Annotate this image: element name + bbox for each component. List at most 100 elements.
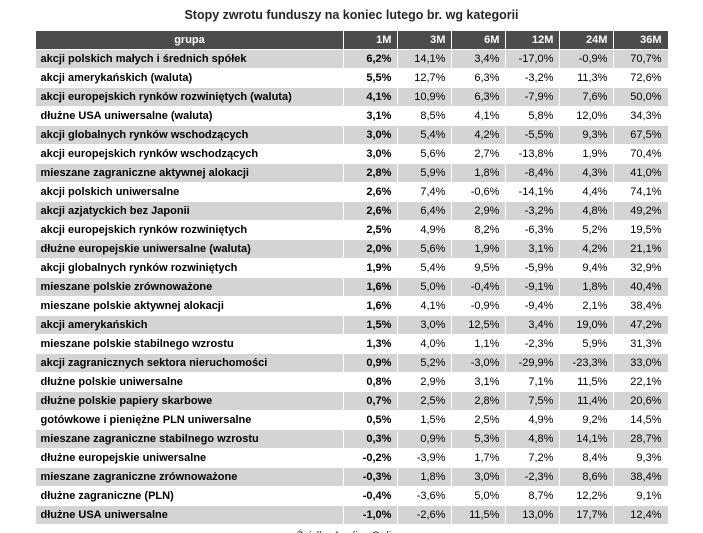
- return-value: 8,7%: [505, 486, 561, 506]
- return-value: 8,6%: [559, 467, 615, 487]
- return-value: 7,4%: [397, 182, 453, 202]
- category-name: dłużne europejskie uniwersalne (waluta): [34, 239, 345, 259]
- return-value: 9,2%: [559, 410, 615, 430]
- return-value: 3,1%: [451, 372, 507, 392]
- return-value: 9,1%: [613, 486, 669, 506]
- table-row: akcji polskich uniwersalne 2,6% 7,4% -0,6% -…: [34, 182, 669, 202]
- return-value: 2,0%: [343, 239, 399, 259]
- return-value: -23,3%: [559, 353, 615, 373]
- return-value: 2,5%: [397, 391, 453, 411]
- return-value: 6,3%: [451, 68, 507, 88]
- return-value: -0,2%: [343, 448, 399, 468]
- return-value: 49,2%: [613, 201, 669, 221]
- return-value: 1,9%: [559, 144, 615, 164]
- column-header-24m: 24M: [559, 30, 615, 50]
- category-name: akcji globalnych rynków rozwiniętych: [34, 258, 345, 278]
- table-row: dłużne europejskie uniwersalne -0,2% -3,9%…: [34, 448, 669, 468]
- table-row: akcji amerykańskich (waluta) 5,5% 12,7% 6,3…: [34, 68, 669, 88]
- return-value: 50,0%: [613, 87, 669, 107]
- return-value: 12,5%: [451, 315, 507, 335]
- return-value: -0,9%: [559, 49, 615, 69]
- return-value: -0,4%: [343, 486, 399, 506]
- return-value: 5,9%: [559, 334, 615, 354]
- return-value: -0,3%: [343, 467, 399, 487]
- column-header-3m: 3M: [397, 30, 453, 50]
- return-value: 2,7%: [451, 144, 507, 164]
- table-row: akcji zagranicznych sektora nieruchomośc…: [34, 353, 669, 373]
- return-value: 14,1%: [397, 49, 453, 69]
- return-value: 32,9%: [613, 258, 669, 278]
- return-value: 3,0%: [451, 467, 507, 487]
- table-row: akcji azjatyckich bez Japonii 2,6% 6,4% 2,9…: [34, 201, 669, 221]
- return-value: 17,7%: [559, 505, 615, 525]
- return-value: 1,6%: [343, 277, 399, 297]
- return-value: 2,5%: [343, 220, 399, 240]
- return-value: 1,1%: [451, 334, 507, 354]
- return-value: 0,3%: [343, 429, 399, 449]
- category-name: dłużne zagraniczne (PLN): [34, 486, 345, 506]
- table-row: mieszane zagraniczne aktywnej alokacji 2,…: [34, 163, 669, 183]
- column-header-1m: 1M: [343, 30, 399, 50]
- table-header-row: grupa 1M 3M 6M 12M 24M 36M: [34, 30, 669, 50]
- return-value: -1,0%: [343, 505, 399, 525]
- column-header-12m: 12M: [505, 30, 561, 50]
- return-value: 40,4%: [613, 277, 669, 297]
- return-value: 47,2%: [613, 315, 669, 335]
- table-row: dłużne USA uniwersalne (waluta) 3,1% 8,5% 4…: [34, 106, 669, 126]
- category-name: mieszane zagraniczne stabilnego wzrostu: [34, 429, 345, 449]
- table-row: mieszane zagraniczne stabilnego wzrostu 0…: [34, 429, 669, 449]
- table-row: akcji globalnych rynków wschodzących 3,0%…: [34, 125, 669, 145]
- return-value: 13,0%: [505, 505, 561, 525]
- return-value: -6,3%: [505, 220, 561, 240]
- return-value: 38,4%: [613, 296, 669, 316]
- return-value: 12,7%: [397, 68, 453, 88]
- return-value: 7,2%: [505, 448, 561, 468]
- table-row: mieszane polskie aktywnej alokacji 1,6% 4,…: [34, 296, 669, 316]
- return-value: 9,5%: [451, 258, 507, 278]
- table-row: dłużne polskie papiery skarbowe 0,7% 2,5% 2…: [34, 391, 669, 411]
- return-value: 8,4%: [559, 448, 615, 468]
- column-header-36m: 36M: [613, 30, 669, 50]
- return-value: 1,6%: [343, 296, 399, 316]
- category-name: dłużne USA uniwersalne (waluta): [34, 106, 345, 126]
- return-value: 74,1%: [613, 182, 669, 202]
- return-value: 3,1%: [343, 106, 399, 126]
- return-value: 4,8%: [559, 201, 615, 221]
- return-value: 4,1%: [451, 106, 507, 126]
- return-value: 4,1%: [343, 87, 399, 107]
- return-value: 1,5%: [343, 315, 399, 335]
- return-value: 14,1%: [559, 429, 615, 449]
- return-value: 72,6%: [613, 68, 669, 88]
- return-value: 11,3%: [559, 68, 615, 88]
- category-name: mieszane zagraniczne zrównoważone: [34, 467, 345, 487]
- table-row: mieszane zagraniczne zrównoważone -0,3% 1,…: [34, 467, 669, 487]
- return-value: 0,9%: [343, 353, 399, 373]
- return-value: 4,9%: [397, 220, 453, 240]
- table-row: akcji europejskich rynków rozwiniętych (…: [34, 87, 669, 107]
- return-value: 11,5%: [451, 505, 507, 525]
- return-value: -3,6%: [397, 486, 453, 506]
- category-name: akcji amerykańskich (waluta): [34, 68, 345, 88]
- page-title: Stopy zwrotu funduszy na koniec lutego b…: [184, 8, 519, 22]
- return-value: -3,2%: [505, 201, 561, 221]
- return-value: -29,9%: [505, 353, 561, 373]
- return-value: 4,2%: [451, 125, 507, 145]
- category-name: dłużne polskie papiery skarbowe: [34, 391, 345, 411]
- return-value: -2,3%: [505, 467, 561, 487]
- return-value: 1,8%: [451, 163, 507, 183]
- return-value: 4,4%: [559, 182, 615, 202]
- return-value: -9,1%: [505, 277, 561, 297]
- return-value: 5,0%: [397, 277, 453, 297]
- table-row: akcji polskich małych i średnich spółek 6…: [34, 49, 669, 69]
- return-value: 12,4%: [613, 505, 669, 525]
- return-value: 1,9%: [451, 239, 507, 259]
- return-value: 9,3%: [559, 125, 615, 145]
- category-name: akcji europejskich rynków wschodzących: [34, 144, 345, 164]
- table-row: akcji globalnych rynków rozwiniętych 1,9%…: [34, 258, 669, 278]
- table-row: gotówkowe i pieniężne PLN uniwersalne 0,5…: [34, 410, 669, 430]
- return-value: 12,2%: [559, 486, 615, 506]
- category-name: akcji azjatyckich bez Japonii: [34, 201, 345, 221]
- category-name: dłużne europejskie uniwersalne: [34, 448, 345, 468]
- return-value: 22,1%: [613, 372, 669, 392]
- category-name: akcji europejskich rynków rozwiniętych (…: [34, 87, 345, 107]
